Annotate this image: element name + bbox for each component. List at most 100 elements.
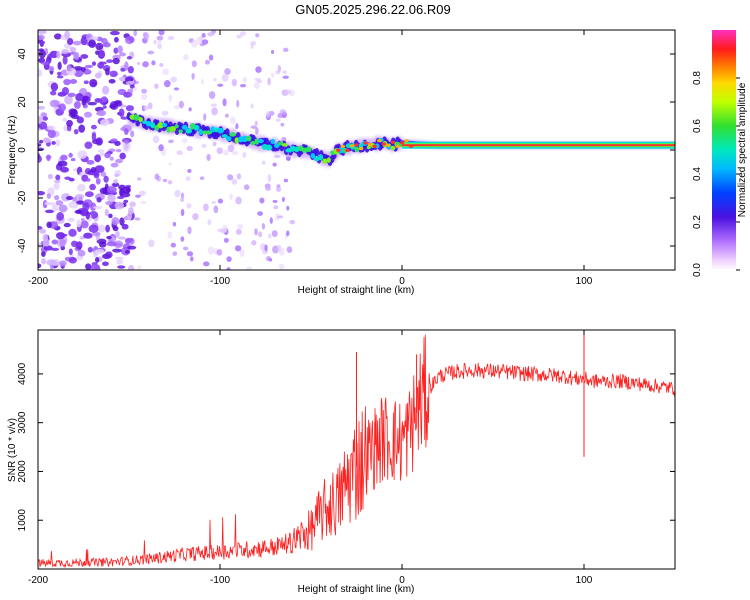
spectrogram-noise-blob	[65, 196, 74, 201]
spectrogram-noise-blob	[154, 173, 160, 180]
spectrogram-noise-blob	[119, 217, 125, 226]
spectrogram-noise-blob	[250, 125, 257, 129]
spectrogram-ridge-core	[162, 122, 168, 128]
spectrogram-noise-blob	[279, 109, 287, 115]
spectrogram-noise-blob	[116, 259, 123, 265]
spectrogram-noise-blob	[110, 138, 118, 143]
spectrogram-noise-blob	[78, 124, 86, 133]
spectrogram-ridge-hot	[363, 141, 368, 145]
spectrogram-noise-blob	[174, 189, 181, 198]
spectrogram-noise-blob	[89, 183, 96, 191]
spectrogram-noise-blob	[196, 36, 203, 45]
spectrogram-noise-blob	[201, 32, 206, 38]
spectrogram-noise-blob	[264, 244, 268, 252]
colorbar-label: Normalized spectral amplitude	[737, 82, 748, 217]
spectrogram-noise-blob	[109, 30, 120, 36]
spectrogram-noise-blob	[130, 130, 135, 138]
snr-xlabel: Height of straight line (km)	[298, 584, 415, 595]
spectrogram-noise-blob	[38, 225, 43, 230]
spectrogram-noise-blob	[213, 205, 219, 214]
spectrogram-noise-blob	[265, 110, 270, 118]
spectrogram-noise-blob	[170, 76, 178, 83]
spectrogram-ridge-hot	[358, 147, 364, 151]
spectrogram-noise-blob	[123, 199, 129, 203]
spectrogram-noise-blob	[103, 175, 109, 183]
spectrogram-noise-blob	[115, 230, 120, 238]
spectrogram-noise-blob	[38, 34, 45, 41]
spectrogram-noise-blob	[42, 238, 50, 247]
spectrogram-noise-blob	[243, 184, 250, 191]
spectrogram-noise-blob	[95, 42, 104, 51]
spectrogram-noise-blob	[77, 249, 86, 257]
spectrogram-noise-blob	[224, 113, 229, 118]
spectrogram-noise-blob	[97, 149, 105, 153]
spectrogram-noise-blob	[239, 249, 245, 257]
snr-series-line	[38, 334, 675, 568]
snr-ytick-label: 3000	[17, 411, 28, 434]
spectrogram-noise-blob	[53, 182, 60, 190]
spectrogram-noise-blob	[140, 200, 147, 205]
spectrogram-ridge-core	[246, 135, 252, 142]
spectrogram-noise-blob	[38, 30, 47, 35]
spectrogram-noise-blob	[83, 80, 89, 85]
spectrogram-noise-blob	[38, 105, 46, 110]
spectrogram-noise-blob	[51, 239, 58, 245]
spectrogram-noise-blob	[68, 152, 73, 158]
spectrogram-noise-blob	[94, 264, 101, 270]
spectrogram-noise-blob	[108, 71, 114, 75]
snr-xtick-label: -200	[28, 575, 48, 586]
snr-ylabel: SNR (10 * v/v)	[7, 418, 18, 482]
spectrogram-noise-blob	[47, 65, 55, 72]
snr-ytick-label: 2000	[17, 460, 28, 483]
spectrogram-noise-blob	[119, 152, 126, 160]
spectrogram-noise-blob	[224, 68, 231, 75]
spectrogram-noise-blob	[119, 188, 124, 197]
spectrogram-noise-blob	[108, 213, 113, 219]
spectrogram-noise-blob	[226, 256, 232, 263]
spectrogram-noise-blob	[112, 182, 120, 187]
spectrogram-noise-blob	[56, 212, 65, 221]
spectrogram-noise-blob	[56, 75, 64, 79]
spectrogram-noise-blob	[81, 98, 87, 106]
spectrogram-noise-blob	[109, 156, 114, 161]
spectrogram-ridge-core	[145, 120, 152, 127]
spectrogram-noise-blob	[273, 205, 279, 210]
spectrogram-noise-blob	[242, 152, 247, 158]
spectrogram-noise-blob	[75, 209, 82, 214]
spectrogram-noise-blob	[112, 57, 120, 65]
spectrogram-noise-blob	[212, 141, 217, 147]
spectrogram-noise-blob	[180, 192, 185, 199]
spectrogram-noise-blob	[125, 105, 134, 112]
spectrogram-noise-blob	[255, 127, 259, 135]
spectrogram-noise-blob	[125, 186, 131, 193]
spectrogram-noise-blob	[39, 40, 46, 45]
spectrogram-xtick-label: -100	[210, 276, 230, 287]
spectrogram-noise-blob	[223, 237, 229, 243]
spectrogram-noise-blob	[231, 150, 239, 156]
spectrogram-noise-blob	[60, 154, 68, 161]
spectrogram-ridge-core	[306, 146, 312, 153]
spectrogram-noise-blob	[255, 33, 260, 38]
spectrogram-noise-blob	[80, 220, 89, 229]
spectrogram-ridge-hot	[340, 144, 346, 149]
spectrogram-ridge-core	[138, 116, 143, 123]
spectrogram-noise-blob	[51, 140, 56, 145]
spectrogram-noise-blob	[192, 213, 199, 221]
spectrogram-ridge-core	[366, 145, 371, 150]
spectrogram-noise-blob	[278, 263, 285, 270]
spectrogram-noise-blob	[105, 68, 110, 76]
spectrogram-noise-blob	[93, 205, 103, 210]
spectrogram-noise-blob	[92, 250, 99, 258]
spectrogram-noise-blob	[203, 203, 209, 212]
spectrogram-noise-blob	[64, 176, 71, 180]
spectrogram-noise-blob	[86, 159, 95, 165]
spectrogram-noise-blob	[129, 201, 136, 208]
spectrogram-noise-blob	[80, 217, 85, 222]
spectrogram-noise-blob	[158, 30, 165, 36]
spectrogram-noise-blob	[268, 233, 272, 239]
spectrogram-noise-blob	[137, 265, 142, 270]
colorbar-gradient	[712, 30, 736, 270]
spectrogram-noise-blob	[91, 124, 97, 130]
spectrogram-noise-blob	[68, 201, 79, 209]
spectrogram-noise-blob	[237, 223, 244, 230]
